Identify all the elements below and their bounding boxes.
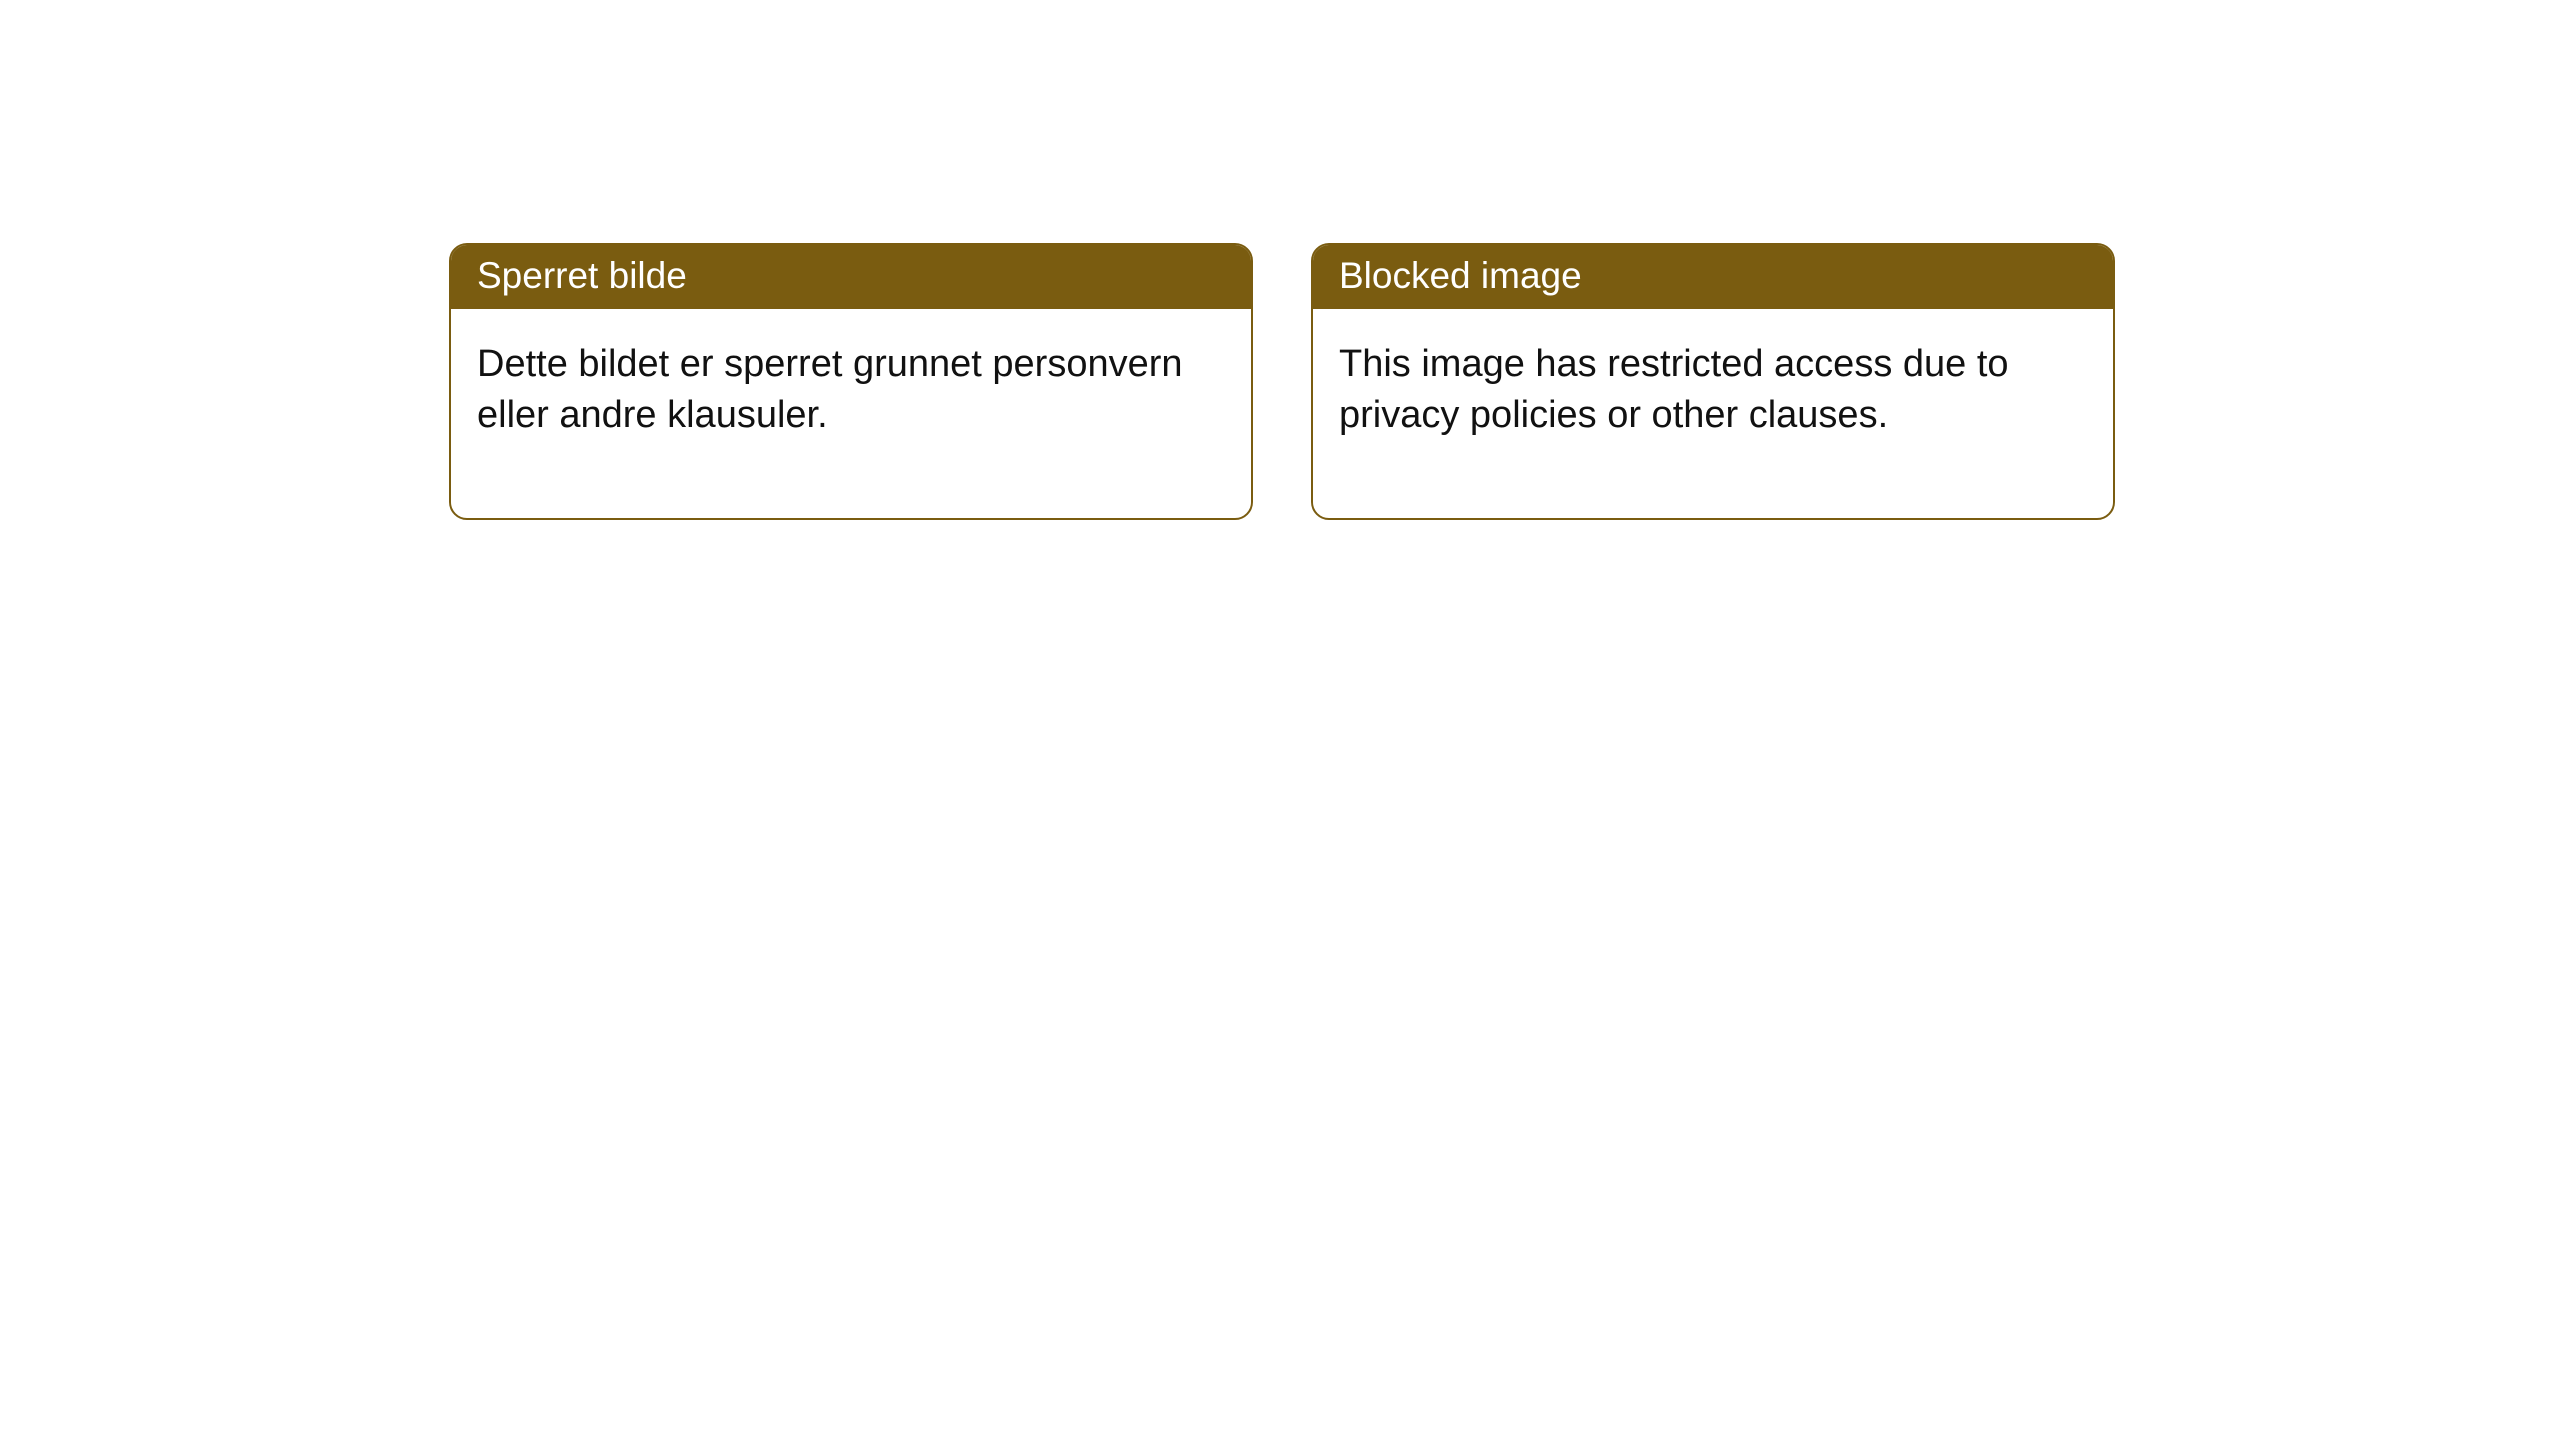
notice-title: Sperret bilde [451, 245, 1251, 309]
notice-box-english: Blocked image This image has restricted … [1311, 243, 2115, 520]
notice-title: Blocked image [1313, 245, 2113, 309]
notice-container: Sperret bilde Dette bildet er sperret gr… [0, 0, 2560, 520]
notice-body: This image has restricted access due to … [1313, 309, 2113, 518]
notice-box-norwegian: Sperret bilde Dette bildet er sperret gr… [449, 243, 1253, 520]
notice-body: Dette bildet er sperret grunnet personve… [451, 309, 1251, 518]
